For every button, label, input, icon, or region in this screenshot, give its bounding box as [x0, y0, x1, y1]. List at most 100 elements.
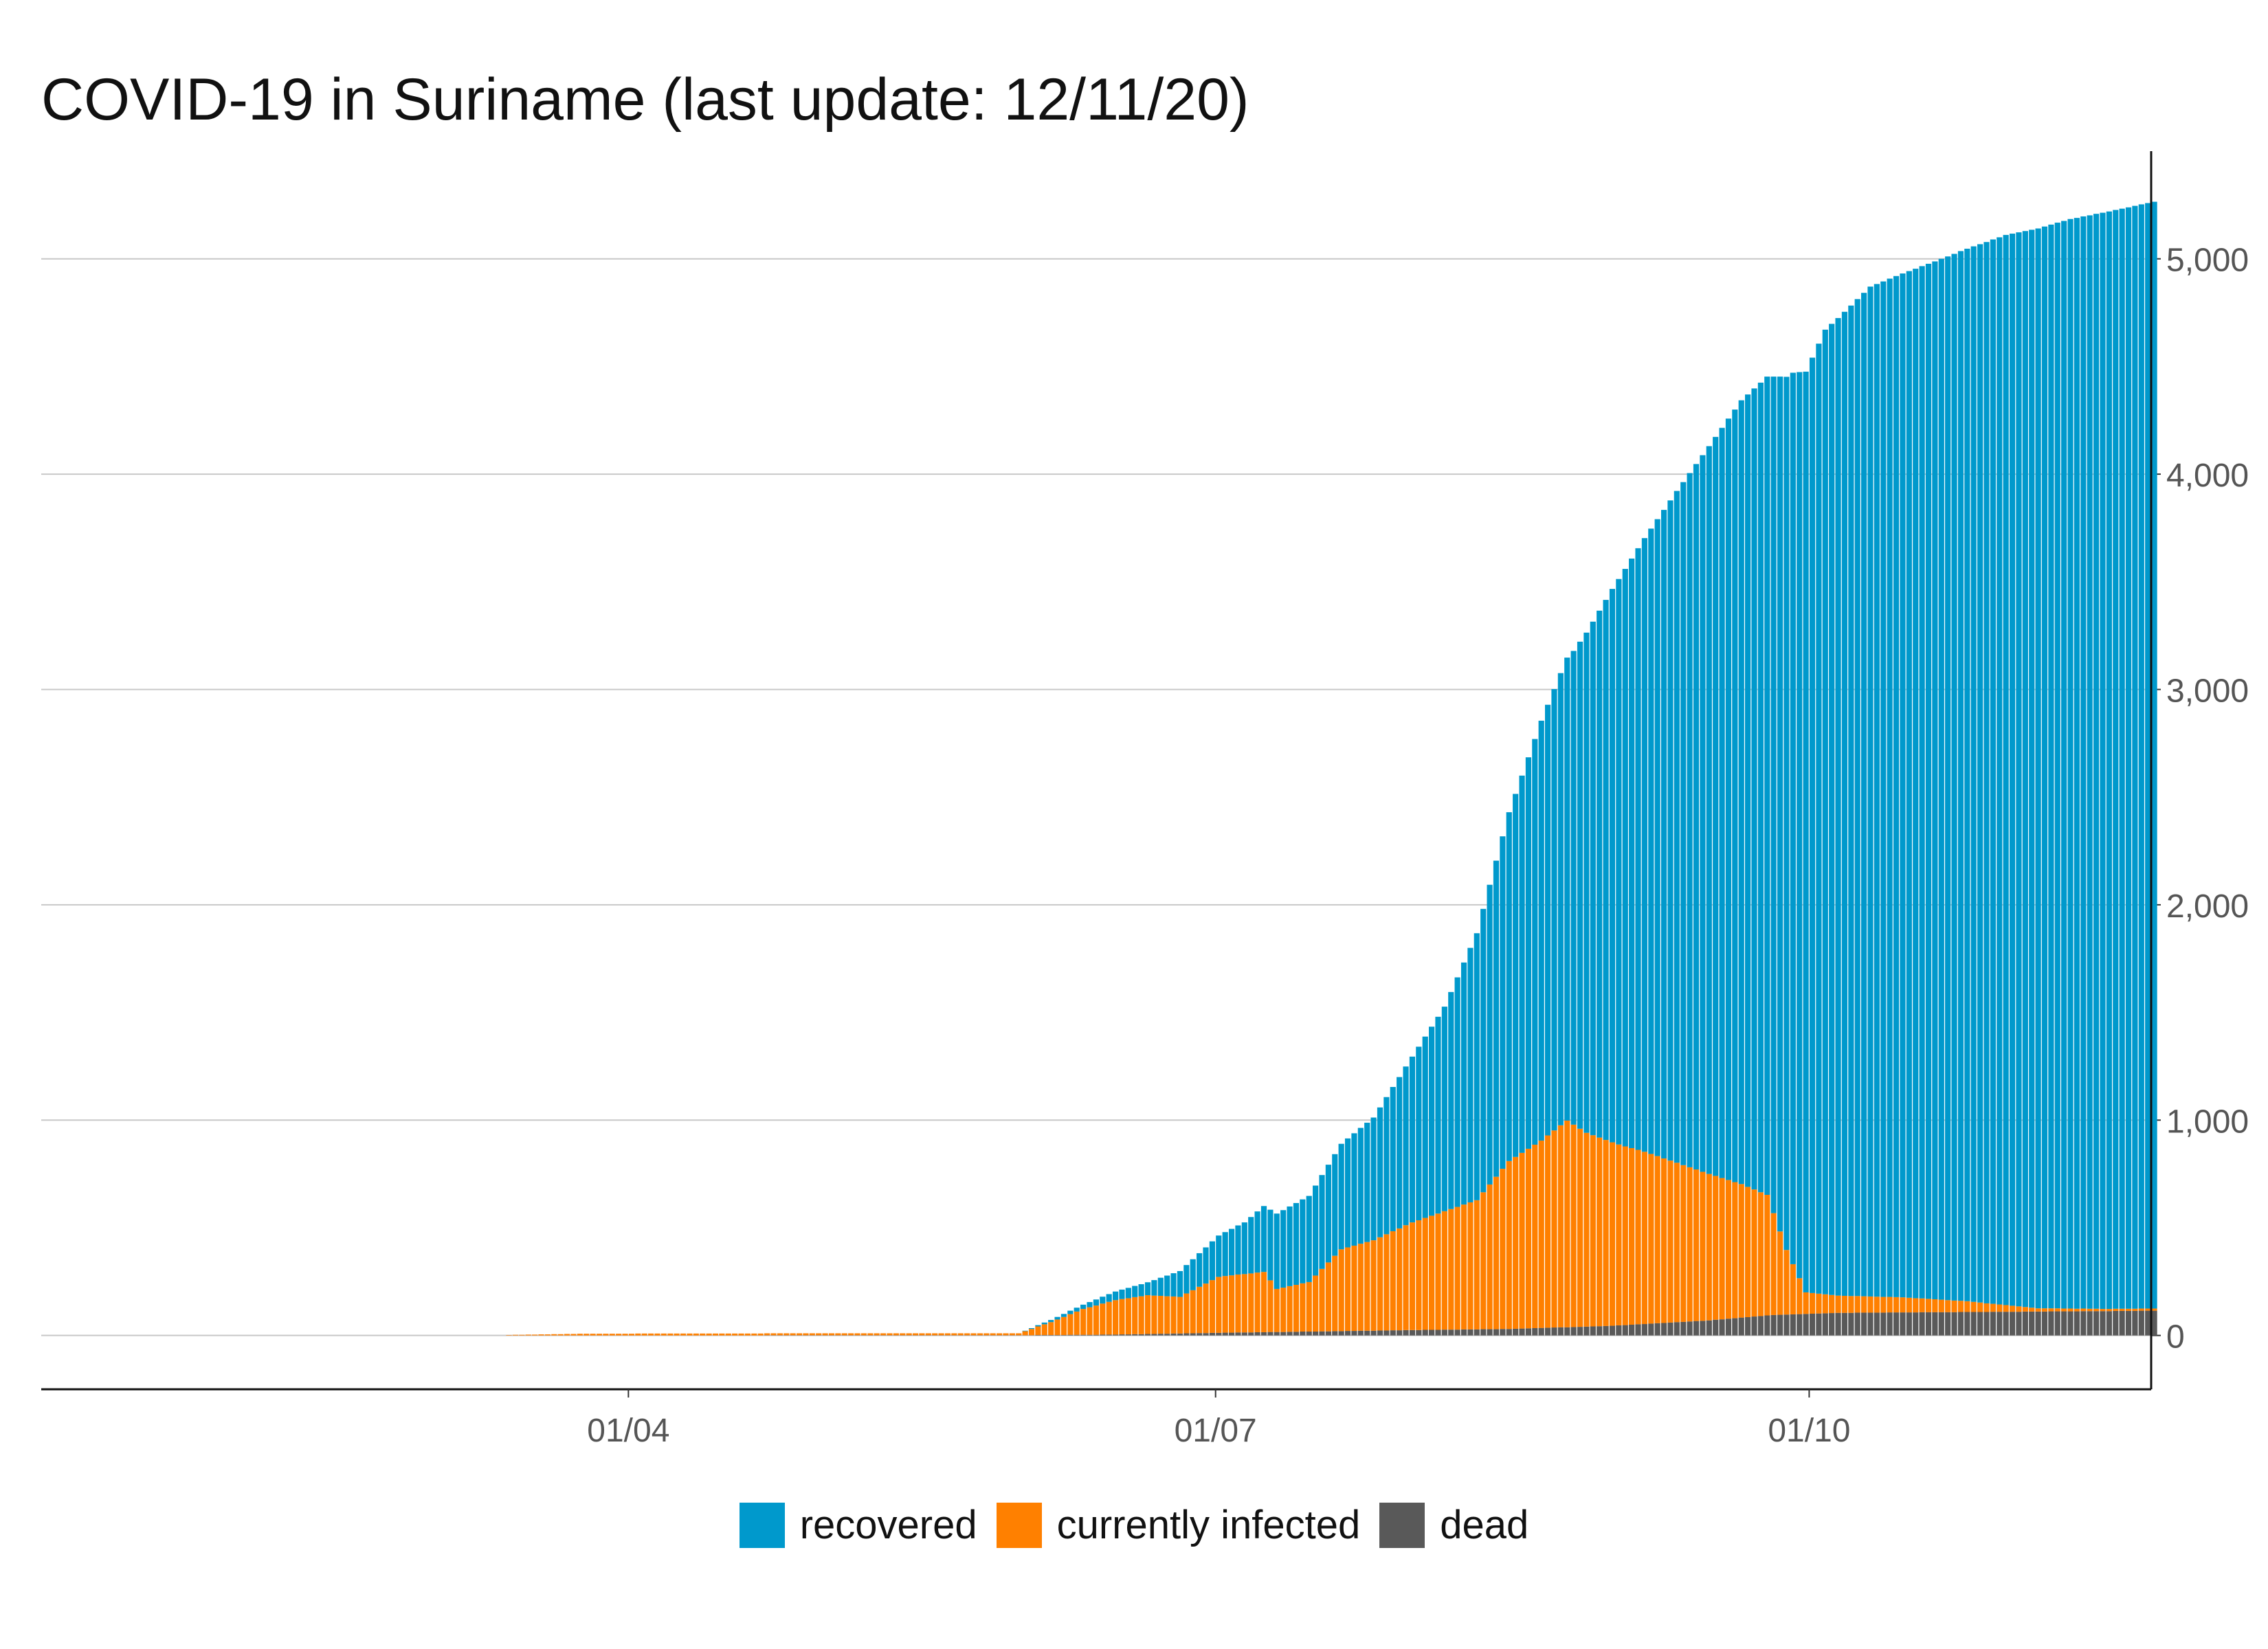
bar-segment-recovered — [1913, 269, 1919, 1299]
bar-segment-currently-infected — [957, 1333, 964, 1336]
bar-segment-dead — [1060, 1335, 1067, 1336]
bar-segment-currently-infected — [1867, 1296, 1874, 1313]
bar-segment-recovered — [1132, 1286, 1138, 1297]
bar-segment-dead — [1048, 1335, 1054, 1336]
bar-segment-recovered — [1660, 510, 1667, 1159]
bar-segment-recovered — [1332, 1154, 1338, 1256]
bar-segment-dead — [2035, 1311, 2041, 1336]
bar-segment-dead — [1725, 1319, 1732, 1336]
bar-segment-recovered — [1087, 1302, 1093, 1308]
bar-segment-dead — [1144, 1334, 1151, 1336]
bar-segment-recovered — [1228, 1229, 1235, 1276]
bar-segment-currently-infected — [1641, 1152, 1648, 1325]
bar-segment-dead — [1112, 1334, 1119, 1336]
bar-segment-recovered — [2151, 201, 2157, 1309]
bar-segment-currently-infected — [893, 1333, 899, 1336]
bar-segment-currently-infected — [1035, 1326, 1041, 1336]
bar-segment-dead — [2080, 1311, 2087, 1336]
bar-segment-recovered — [1887, 278, 1893, 1297]
bar-segment-dead — [1170, 1333, 1177, 1336]
bar-segment-dead — [1706, 1320, 1712, 1336]
bar-segment-currently-infected — [1964, 1301, 1970, 1312]
bar-segment-dead — [1087, 1334, 1093, 1336]
bar-segment-currently-infected — [1957, 1301, 1964, 1312]
bar-segment-currently-infected — [570, 1334, 577, 1336]
bar-segment-dead — [2151, 1310, 2157, 1336]
bar-segment-recovered — [1319, 1175, 1325, 1269]
bar-segment-dead — [2093, 1311, 2100, 1336]
bar-segment-dead — [1616, 1325, 1622, 1336]
bar-segment-currently-infected — [790, 1333, 796, 1336]
bar-segment-recovered — [1112, 1291, 1119, 1301]
bar-segment-currently-infected — [1370, 1240, 1377, 1331]
bar-segment-dead — [1403, 1330, 1409, 1336]
bar-segment-currently-infected — [835, 1333, 841, 1336]
bar-segment-recovered — [1441, 1007, 1447, 1211]
bar-segment-dead — [1448, 1330, 1454, 1336]
bar-segment-recovered — [1577, 641, 1583, 1129]
bar-segment-currently-infected — [680, 1333, 687, 1336]
bar-segment-dead — [1732, 1318, 1738, 1336]
bar-segment-currently-infected — [1732, 1182, 1738, 1319]
bar-segment-dead — [1190, 1333, 1196, 1336]
bar-segment-currently-infected — [1848, 1296, 1854, 1313]
bar-segment-currently-infected — [1390, 1231, 1396, 1331]
bar-segment-dead — [1260, 1332, 1267, 1336]
bar-segment-recovered — [1544, 704, 1551, 1136]
bar-segment-currently-infected — [1338, 1249, 1344, 1332]
bar-segment-recovered — [1951, 254, 1957, 1301]
bar-segment-recovered — [1151, 1280, 1157, 1296]
bar-segment-dead — [1648, 1323, 1654, 1336]
bar-segment-recovered — [1641, 538, 1648, 1152]
bar-segment-currently-infected — [983, 1333, 990, 1336]
bar-segment-currently-infected — [744, 1333, 751, 1336]
bar-segment-currently-infected — [1216, 1277, 1222, 1333]
bar-segment-currently-infected — [1570, 1124, 1577, 1327]
bar-segment-recovered — [1383, 1097, 1390, 1235]
bar-segment-dead — [1151, 1334, 1157, 1336]
bar-segment-currently-infected — [1028, 1329, 1035, 1336]
bar-segment-currently-infected — [1887, 1297, 1893, 1313]
bar-segment-recovered — [1513, 794, 1519, 1157]
bar-segment-currently-infected — [2003, 1305, 2009, 1312]
bar-segment-recovered — [1706, 446, 1712, 1174]
bar-segment-dead — [1983, 1312, 1990, 1336]
bar-segment-currently-infected — [1603, 1140, 1609, 1326]
bar-segment-currently-infected — [867, 1333, 874, 1336]
bar-segment-recovered — [1344, 1138, 1351, 1248]
bar-segment-currently-infected — [1267, 1280, 1274, 1332]
bar-segment-currently-infected — [1544, 1135, 1551, 1328]
bar-segment-recovered — [1829, 324, 1835, 1295]
bar-segment-currently-infected — [1112, 1300, 1119, 1335]
bar-segment-recovered — [1603, 600, 1609, 1141]
bar-segment-currently-infected — [635, 1333, 641, 1336]
bar-segment-currently-infected — [2080, 1308, 2087, 1312]
bar-segment-currently-infected — [1460, 1204, 1467, 1330]
bar-segment-dead — [1719, 1319, 1725, 1336]
bar-segment-recovered — [1183, 1265, 1190, 1294]
bar-segment-dead — [2106, 1311, 2112, 1336]
bar-segment-recovered — [1635, 548, 1641, 1150]
bar-segment-currently-infected — [1351, 1245, 1357, 1332]
bar-segment-currently-infected — [2022, 1307, 2028, 1312]
bar-segment-currently-infected — [590, 1334, 596, 1336]
bar-segment-currently-infected — [654, 1333, 660, 1336]
bar-segment-currently-infected — [1016, 1333, 1022, 1336]
bar-segment-dead — [1570, 1327, 1577, 1336]
bar-segment-currently-infected — [1313, 1275, 1319, 1332]
bar-segment-recovered — [1816, 344, 1822, 1294]
bar-segment-currently-infected — [1403, 1225, 1409, 1330]
bar-segment-currently-infected — [1106, 1301, 1112, 1335]
bar-segment-recovered — [1674, 491, 1680, 1163]
bar-segment-currently-infected — [1151, 1295, 1157, 1334]
bar-segment-dead — [1938, 1312, 1944, 1336]
bar-segment-recovered — [1460, 962, 1467, 1205]
bar-segment-recovered — [1197, 1253, 1203, 1287]
bar-segment-currently-infected — [1783, 1250, 1790, 1315]
bar-segment-dead — [1603, 1325, 1609, 1336]
axes — [41, 151, 2153, 1398]
bar-segment-recovered — [1719, 427, 1725, 1178]
bar-segment-currently-infected — [1100, 1303, 1106, 1335]
bar-segment-currently-infected — [1409, 1222, 1416, 1330]
